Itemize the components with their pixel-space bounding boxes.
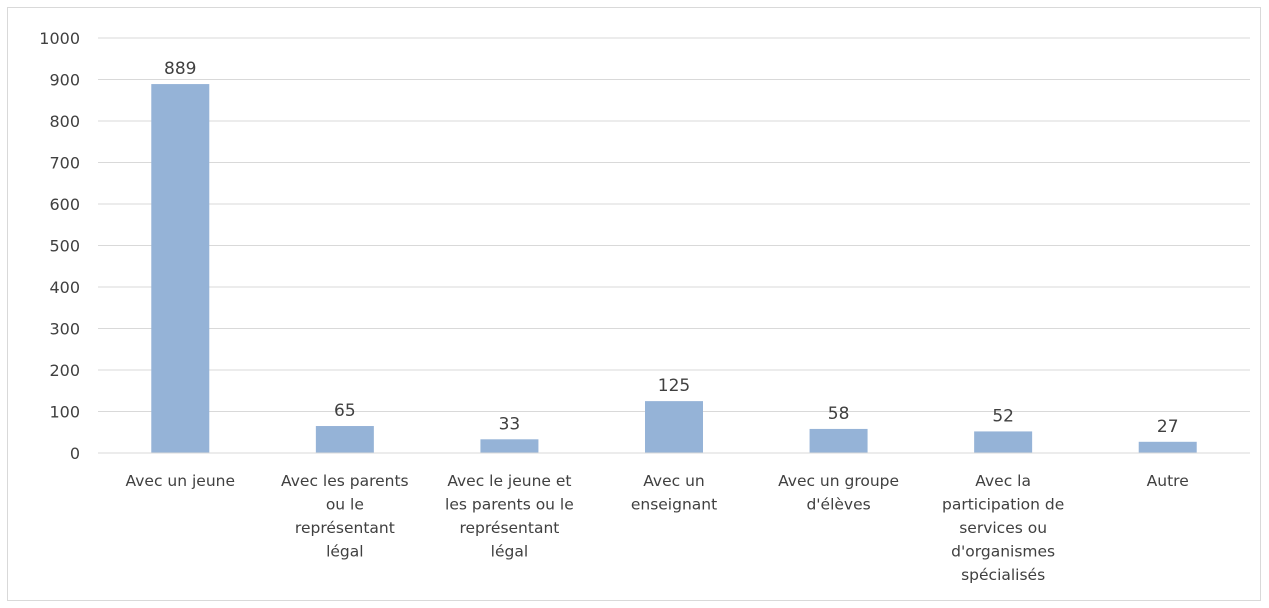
- data-label: 889: [164, 59, 196, 79]
- data-label: 125: [658, 376, 690, 396]
- x-category-label: Autre: [1147, 472, 1189, 490]
- y-tick-label: 700: [49, 154, 80, 173]
- x-axis-categories: Avec un jeune Avec les parents ou le représ…: [126, 472, 1189, 584]
- bar: [645, 401, 703, 453]
- bar: [1138, 441, 1197, 453]
- x-category-label: d'élèves: [806, 496, 870, 514]
- x-category-label: représentant: [459, 519, 559, 537]
- x-category-label: Avec un: [643, 472, 705, 490]
- y-tick-label: 400: [49, 278, 80, 297]
- bar: [809, 428, 868, 453]
- y-tick-label: 200: [49, 361, 80, 380]
- data-label: 65: [334, 401, 356, 421]
- x-category-label: représentant: [295, 519, 395, 537]
- x-category-label: services ou: [959, 519, 1047, 537]
- x-category-label: les parents ou le: [445, 496, 574, 514]
- y-tick-label: 900: [49, 71, 80, 90]
- bars: [151, 84, 1197, 453]
- data-label: 52: [992, 406, 1014, 426]
- x-category-label: Avec les parents: [281, 472, 409, 490]
- data-label: 27: [1157, 417, 1179, 437]
- y-tick-label: 500: [49, 237, 80, 256]
- x-category-label: enseignant: [631, 496, 717, 514]
- bar: [480, 439, 539, 453]
- data-labels: 889 65 33 125 58 52 27: [164, 59, 1178, 437]
- y-axis-ticks: 0 100 200 300 400 500 600 700 800 900 1000: [39, 29, 80, 463]
- y-tick-label: 0: [70, 444, 80, 463]
- bar: [151, 84, 210, 453]
- x-category-label: légal: [326, 543, 364, 561]
- x-category-label: Avec la: [975, 472, 1031, 490]
- data-label: 33: [499, 414, 521, 434]
- bar: [974, 431, 1033, 453]
- x-category-label: d'organismes: [951, 543, 1055, 561]
- x-category-label: ou le: [326, 496, 364, 514]
- gridlines: [98, 37, 1250, 412]
- y-tick-label: 800: [49, 112, 80, 131]
- x-category-label: spécialisés: [961, 566, 1045, 584]
- y-tick-label: 1000: [39, 29, 80, 48]
- y-tick-label: 300: [49, 320, 80, 339]
- x-category-label: Avec un groupe: [778, 472, 899, 490]
- x-category-label: Avec un jeune: [126, 472, 235, 490]
- bar: [315, 426, 374, 453]
- x-category-label: légal: [491, 543, 529, 561]
- x-category-label: participation de: [942, 496, 1064, 514]
- data-label: 58: [828, 404, 850, 424]
- y-tick-label: 600: [49, 195, 80, 214]
- y-tick-label: 100: [49, 403, 80, 422]
- x-category-label: Avec le jeune et: [447, 472, 571, 490]
- chart-frame: [7, 7, 1261, 601]
